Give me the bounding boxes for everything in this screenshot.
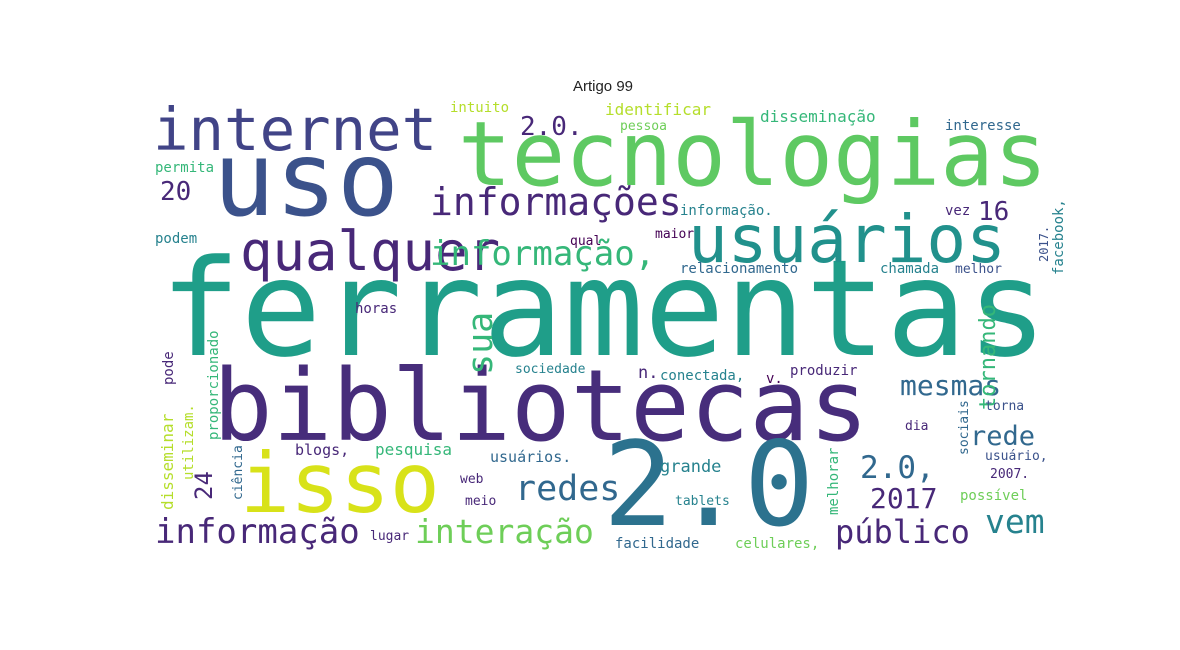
word: usuários <box>688 201 1006 278</box>
word: 2.0 <box>603 416 814 553</box>
chart-title: Artigo 99 <box>573 78 633 95</box>
word: mesmas <box>900 369 1001 402</box>
word: v. <box>766 371 783 387</box>
word: pode <box>161 351 177 385</box>
word: isso <box>240 435 440 532</box>
word: tecnologias <box>458 102 1047 206</box>
word: chamada <box>880 261 939 277</box>
word: informação <box>155 512 360 552</box>
word: relacionamento <box>680 261 798 277</box>
word: ciência <box>231 445 246 500</box>
word: uso <box>213 120 399 240</box>
word: proporcionado <box>206 330 222 440</box>
word: produzir <box>790 363 857 379</box>
word: redes <box>515 469 620 509</box>
word: disseminação <box>760 107 876 126</box>
word: informação, <box>430 234 655 274</box>
word: 20 <box>160 177 191 207</box>
word: 16 <box>978 197 1009 227</box>
word: 2.0. <box>520 112 583 142</box>
word: usuário, <box>985 449 1048 464</box>
word: pessoa <box>620 119 667 134</box>
word: maior <box>655 227 694 242</box>
word: tornando <box>976 304 1001 410</box>
word: identificar <box>605 100 711 119</box>
word: bibliotecas <box>213 349 869 464</box>
word: melhor <box>955 262 1002 277</box>
word: meio <box>465 494 496 509</box>
word: intuito <box>450 100 509 116</box>
word: n. <box>638 363 658 383</box>
word: sociedade <box>515 362 586 377</box>
word: informações <box>430 180 682 224</box>
word: facebook, <box>1051 199 1067 275</box>
word: ferramentas <box>160 231 1047 387</box>
word: informação. <box>680 203 773 219</box>
word: tablets <box>675 494 730 509</box>
word: melhorar <box>826 448 842 515</box>
word: internet <box>153 95 437 164</box>
word: podem <box>155 231 197 247</box>
word: celulares, <box>735 536 819 552</box>
word: conectada, <box>660 368 744 384</box>
word: grande <box>660 457 721 477</box>
word: disseminar <box>158 413 177 510</box>
word: dia <box>905 419 928 434</box>
word: sua <box>461 312 501 375</box>
word: facilidade <box>615 536 699 552</box>
word: possível <box>960 488 1027 504</box>
word: sociais <box>957 400 972 455</box>
word: 2017 <box>870 482 937 515</box>
word: lugar <box>370 529 409 544</box>
word: pesquisa <box>375 440 452 459</box>
word: usuários. <box>490 448 571 466</box>
word: qual <box>570 234 601 249</box>
word: vem <box>985 502 1045 541</box>
word: web <box>460 472 484 487</box>
word: blogs, <box>295 441 349 459</box>
word: interesse <box>945 118 1021 134</box>
word: vez <box>945 203 970 219</box>
word: qualquer <box>240 220 500 283</box>
word: interação <box>415 512 594 551</box>
word: 2007. <box>990 467 1029 482</box>
word: permita <box>155 160 214 176</box>
word: horas <box>355 301 397 317</box>
word: torna <box>985 399 1024 414</box>
word: público <box>835 513 970 551</box>
word: 2.0, <box>860 450 935 486</box>
word: 24 <box>190 471 218 500</box>
word: utilizam. <box>181 404 197 480</box>
word: rede <box>970 421 1035 452</box>
word: 2017. <box>1037 226 1051 262</box>
